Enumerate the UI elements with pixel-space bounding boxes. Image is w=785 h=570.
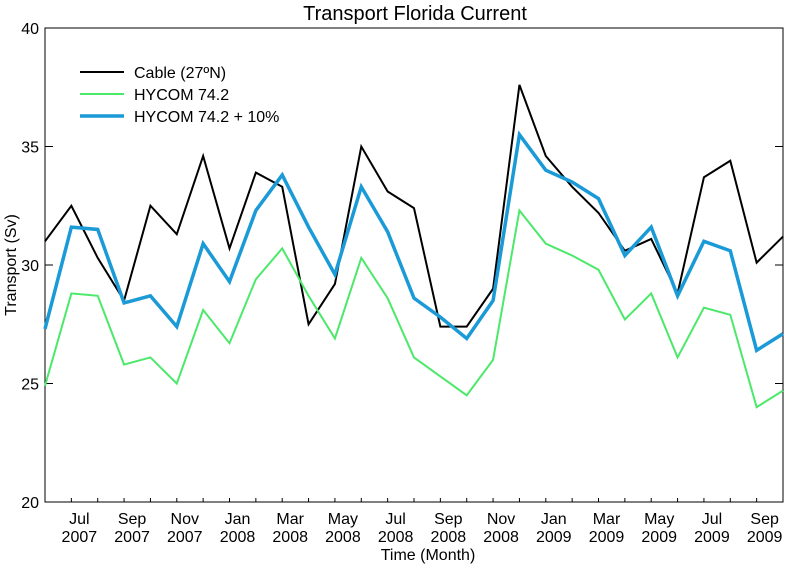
x-tick-label: Sep 2009 <box>747 511 783 546</box>
x-tick-label: Mar 2009 <box>589 511 625 546</box>
series-line <box>44 84 784 328</box>
x-axis-label: Time (Month) <box>381 547 476 564</box>
x-tick-label: Jul 2009 <box>694 511 730 546</box>
y-tick-label: 35 <box>21 140 39 157</box>
legend-label: HYCOM 74.2 + 10% <box>134 109 279 126</box>
y-tick-label: 20 <box>21 495 39 512</box>
x-tick-label: May 2008 <box>325 511 361 546</box>
x-tick-label: Jan 2008 <box>220 511 256 546</box>
y-tick-label: 30 <box>21 258 39 275</box>
x-tick-label: Mar 2008 <box>272 511 308 546</box>
series-line <box>43 130 784 354</box>
x-tick-label: Sep 2007 <box>114 511 150 546</box>
x-tick-label: Jan 2009 <box>536 511 572 546</box>
x-tick-label: Jul 2008 <box>378 511 414 546</box>
legend-label: HYCOM 74.2 <box>134 87 229 104</box>
chart-title: Transport Florida Current <box>303 3 527 25</box>
series-line <box>44 208 784 409</box>
legend-label: Cable (27ºN) <box>134 65 226 82</box>
y-axis-label: Transport (Sv) <box>3 214 20 316</box>
x-tick-label: Jul 2007 <box>62 511 98 546</box>
y-tick-label: 40 <box>21 21 39 38</box>
x-tick-label: Nov 2007 <box>167 511 203 546</box>
y-tick-label: 25 <box>21 377 39 394</box>
x-tick-label: Sep 2008 <box>431 511 467 546</box>
x-tick-label: Nov 2008 <box>483 511 519 546</box>
x-tick-label: May 2009 <box>641 511 677 546</box>
